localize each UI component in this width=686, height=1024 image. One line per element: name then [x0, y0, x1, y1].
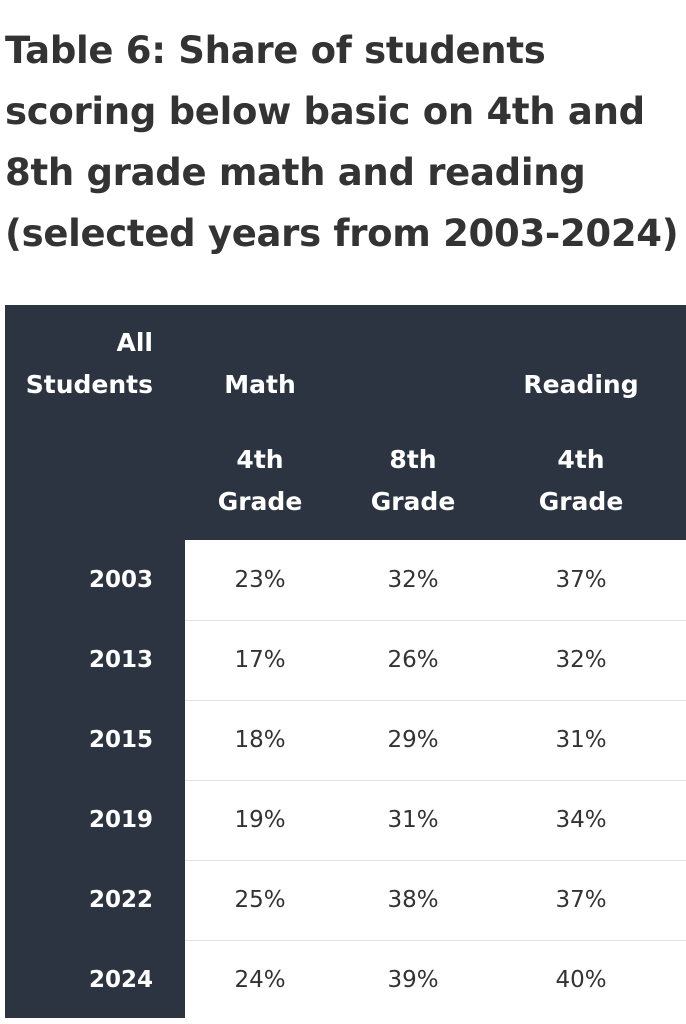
- row-divider: [185, 860, 686, 861]
- table-cell: 32%: [387, 567, 439, 593]
- table-cell: 17%: [234, 647, 286, 673]
- row-divider: [185, 700, 686, 701]
- table-cell: 37%: [555, 887, 607, 913]
- row-year: 2013: [88, 647, 153, 673]
- table-cell: 18%: [234, 727, 286, 753]
- row-divider: [185, 620, 686, 621]
- table-cell: 24%: [234, 967, 286, 993]
- subheader-math-4th-grade: 4th Grade: [217, 445, 303, 516]
- table-cell: 19%: [234, 807, 286, 833]
- table-cell: 31%: [555, 727, 607, 753]
- table-cell: 34%: [555, 807, 607, 833]
- data-table: All Students Math Reading 4th Grade 8th …: [5, 305, 686, 1018]
- subheader-math-8th-grade: 8th Grade: [370, 445, 456, 516]
- row-year: 2015: [88, 727, 153, 753]
- row-year: 2022: [88, 887, 153, 913]
- row-divider: [185, 940, 686, 941]
- reading-group-header: Reading: [523, 370, 639, 399]
- table-cell: 29%: [387, 727, 439, 753]
- table-cell: 26%: [387, 647, 439, 673]
- table-cell: 25%: [234, 887, 286, 913]
- stub-column: [5, 305, 185, 1018]
- row-year: 2024: [88, 967, 153, 993]
- table-cell: 39%: [387, 967, 439, 993]
- row-year: 2019: [88, 807, 153, 833]
- math-group-header: Math: [224, 370, 296, 399]
- table-cell: 31%: [387, 807, 439, 833]
- table-cell: 38%: [387, 887, 439, 913]
- subheader-reading-4th-grade: 4th Grade: [538, 445, 624, 516]
- row-divider: [185, 780, 686, 781]
- row-year: 2003: [88, 567, 153, 593]
- table-cell: 23%: [234, 567, 286, 593]
- table-title: Table 6: Share of students scoring below…: [5, 29, 679, 255]
- stub-header: All Students: [25, 328, 153, 399]
- table-cell: 40%: [555, 967, 607, 993]
- table-cell: 32%: [555, 647, 607, 673]
- table-cell: 37%: [555, 567, 607, 593]
